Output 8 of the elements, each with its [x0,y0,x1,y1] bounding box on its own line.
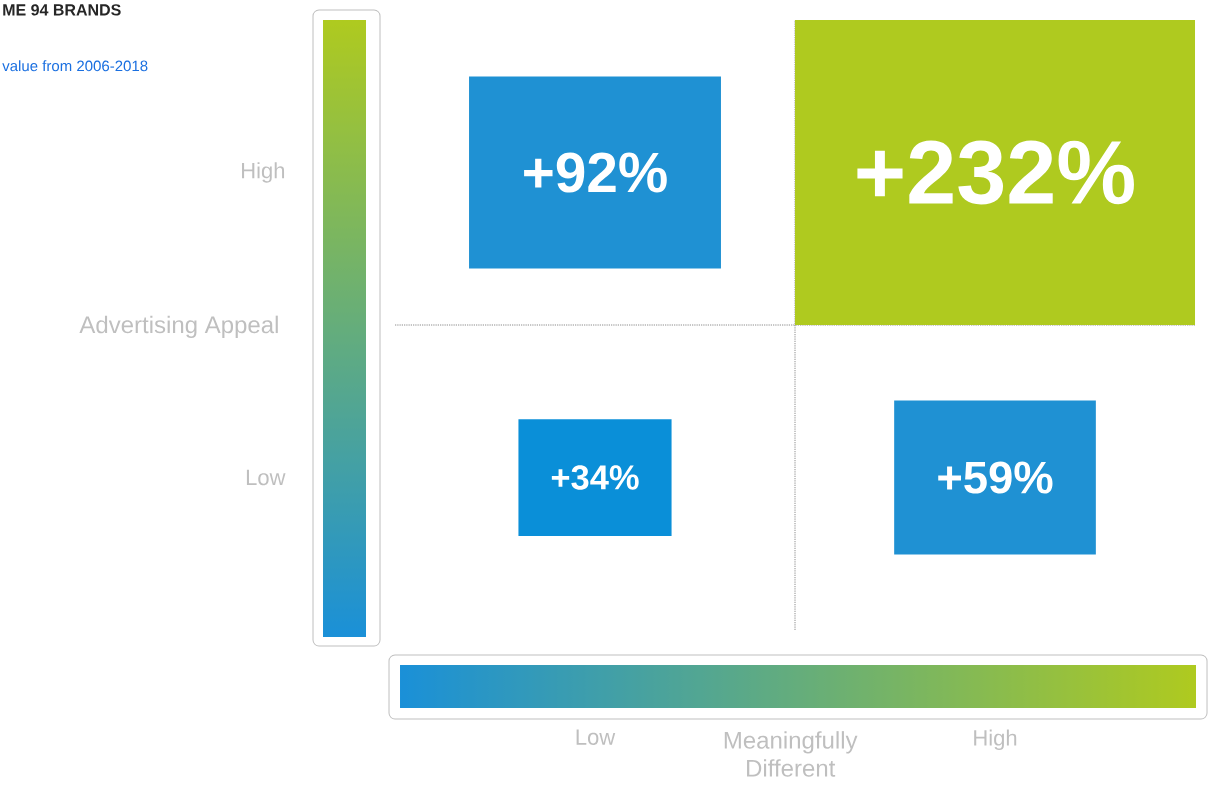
text: ME 94 BRANDS [3,4,121,16]
data-label: +232% [857,140,1134,205]
data-label: +59% [938,461,1053,494]
x-axis-title: Meaningfully Different [724,731,858,777]
text: value from 2006-2018 [2,60,148,72]
data-label: +92% [524,152,667,193]
data-label: +34% [551,465,639,490]
y-axis-title: Advertising Appeal [79,315,278,339]
